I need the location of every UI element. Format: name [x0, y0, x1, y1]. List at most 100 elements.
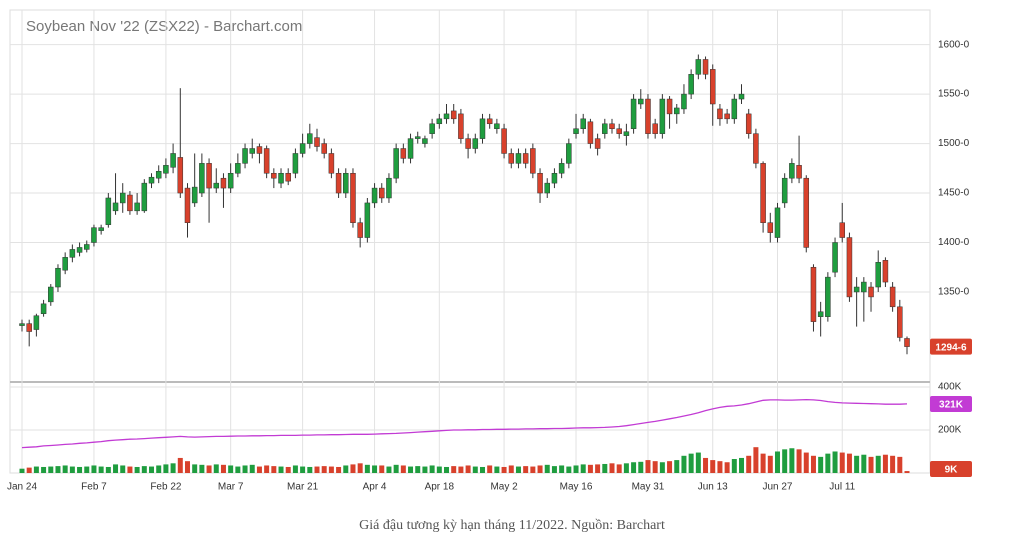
candle-body	[695, 59, 702, 75]
volume-bar	[746, 455, 752, 473]
candle-body	[767, 222, 774, 233]
volume-bar	[170, 463, 176, 473]
volume-bar	[127, 466, 133, 473]
candle-body	[407, 138, 414, 159]
candle-body	[350, 172, 356, 223]
candle-body	[839, 222, 845, 238]
candle-body	[220, 177, 227, 189]
candle-body	[731, 98, 738, 120]
volume-bar	[69, 466, 75, 473]
candle-body	[904, 338, 910, 347]
candle-body	[458, 113, 464, 139]
volume-bar	[264, 465, 270, 473]
x-tick-label: Jan 24	[7, 482, 37, 493]
candle-body	[537, 172, 543, 194]
candle-body	[515, 153, 522, 164]
candle-body	[717, 108, 723, 120]
candle-body	[170, 153, 176, 168]
volume-bar	[278, 466, 284, 473]
candle-body	[753, 133, 759, 164]
candle-body	[429, 123, 435, 134]
volume-bar	[134, 466, 140, 473]
candle-body	[875, 262, 881, 288]
candle-body	[62, 257, 68, 271]
volume-bar	[98, 466, 104, 473]
candle-body	[616, 128, 622, 134]
volume-bar	[645, 460, 651, 473]
candle-body	[292, 153, 299, 174]
caption: Giá đậu tương kỳ hạn tháng 11/2022. Nguồ…	[359, 518, 665, 533]
candle-body	[105, 197, 112, 225]
volume-bar	[343, 465, 349, 473]
volume-bar	[300, 466, 306, 473]
volume-bar	[832, 451, 838, 473]
volume-bar	[199, 464, 205, 473]
volume-bar	[149, 466, 155, 473]
volume-bar	[854, 455, 860, 473]
candle-body	[465, 138, 471, 149]
candle-body	[709, 69, 716, 105]
y-tick-label: 1450-0	[938, 188, 970, 199]
candle-body	[76, 247, 83, 253]
volume-bar	[400, 465, 406, 473]
candle-body	[544, 182, 550, 194]
volume-bar	[357, 463, 363, 473]
candle-body	[630, 98, 637, 129]
volume-bar	[652, 461, 658, 473]
candle-body	[307, 133, 313, 144]
candle-body	[163, 165, 169, 174]
candle-body	[400, 148, 407, 159]
candle-body	[853, 286, 860, 293]
candle-body	[242, 148, 248, 164]
candle-body	[112, 202, 119, 212]
candle-body	[817, 311, 824, 317]
volume-bar	[307, 466, 313, 473]
candle-body	[609, 123, 615, 129]
volume-bar	[695, 452, 701, 473]
last-price-label-box	[930, 338, 972, 355]
candle-body	[573, 128, 579, 134]
last-volume-label: 9K	[945, 465, 959, 476]
candle-body	[19, 323, 25, 326]
volume-bar	[77, 466, 83, 473]
volume-bar	[33, 466, 39, 473]
volume-tick-label: 200K	[938, 425, 962, 436]
volume-bar	[336, 466, 342, 473]
candle-body	[645, 98, 651, 134]
candle-body	[40, 303, 47, 314]
volume-bar	[444, 466, 450, 473]
candle-body	[141, 182, 148, 212]
candle-body	[48, 286, 54, 303]
candle-body	[414, 136, 421, 139]
candle-body	[206, 163, 212, 189]
volume-bar	[796, 449, 802, 473]
candle-body	[580, 118, 586, 129]
chart-title: Soybean Nov '22 (ZSX22) - Barchart.com	[26, 18, 302, 35]
volume-bar	[465, 465, 471, 473]
volume-average-line	[21, 398, 908, 449]
volume-bar	[861, 454, 867, 473]
volume-bar	[494, 466, 500, 473]
volume-bar	[818, 456, 824, 473]
candle-body	[285, 172, 291, 182]
volume-bar	[659, 462, 665, 473]
volume-bar	[523, 466, 529, 473]
candle-body	[522, 153, 529, 164]
volume-bar	[177, 457, 183, 473]
volume-bar	[890, 455, 896, 473]
volume-bar	[573, 465, 579, 473]
volume-bar	[810, 455, 816, 473]
volume-bar	[105, 466, 111, 473]
x-tick-label: Feb 7	[81, 482, 107, 493]
candle-body	[479, 118, 486, 139]
candle-body	[789, 163, 795, 179]
volume-bar	[379, 465, 385, 473]
candle-body	[84, 244, 90, 250]
volume-bar	[393, 464, 399, 473]
candle-body	[594, 138, 601, 149]
x-tick-label: Mar 21	[287, 482, 319, 493]
volume-bar	[458, 466, 464, 473]
candle-body	[379, 187, 385, 199]
candle-body	[803, 177, 810, 248]
volume-bar	[602, 463, 608, 473]
